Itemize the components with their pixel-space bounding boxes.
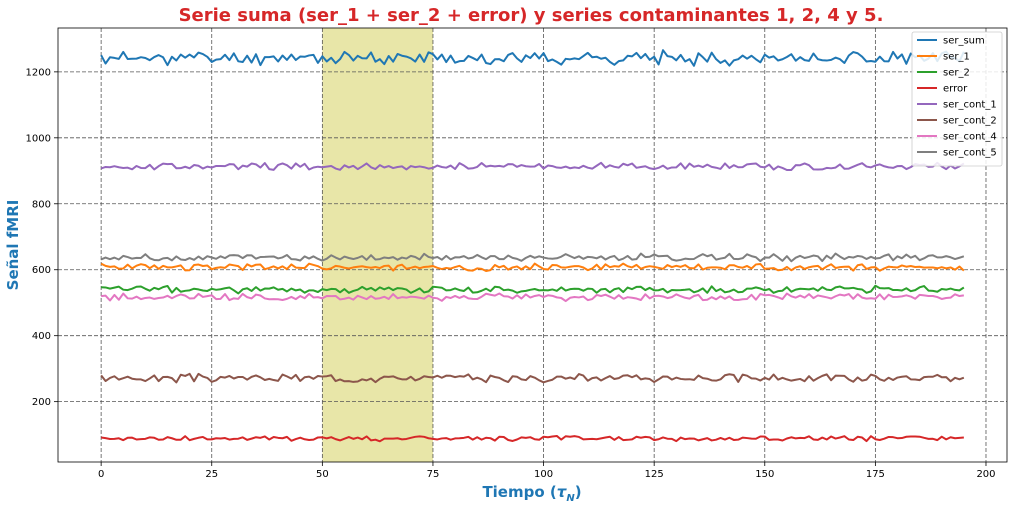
x-axis-label-close: )	[575, 483, 582, 501]
legend-label-ser_cont_1: ser_cont_1	[943, 100, 997, 111]
y-tick-label: 200	[32, 397, 51, 408]
legend-label-ser_cont_4: ser_cont_4	[943, 132, 997, 143]
y-tick-label: 1000	[26, 133, 51, 144]
axes-frame	[57, 27, 1008, 463]
x-tick-label: 200	[976, 469, 995, 480]
legend-label-ser_sum: ser_sum	[943, 36, 985, 47]
series-line-ser_cont_4	[101, 292, 965, 303]
legend-label-ser_cont_5: ser_cont_5	[943, 148, 997, 159]
highlight-span	[322, 28, 433, 462]
y-tick-label: 800	[32, 199, 51, 210]
series-line-ser_1	[100, 262, 965, 272]
x-tick-label: 125	[645, 469, 664, 480]
legend-label-ser_cont_2: ser_cont_2	[943, 116, 997, 127]
x-tick-label: 175	[866, 469, 885, 480]
plot-area: 0 25 50 75 100 125 150 175 200 200 400 600 800 1000 12…	[26, 27, 1008, 480]
plot-background	[58, 28, 1007, 462]
y-axis-label: Señal fMRI	[4, 200, 22, 291]
series-line-ser_cont_1	[100, 161, 965, 171]
x-axis-label-sub: N	[566, 493, 575, 504]
x-axis-label-tau: τ	[557, 483, 567, 501]
x-tick-label: 100	[534, 469, 553, 480]
series-line-ser_2	[101, 284, 965, 295]
x-tick-label: 0	[98, 469, 104, 480]
legend-label-ser_2: ser_2	[943, 68, 970, 79]
series-line-ser_sum	[100, 49, 965, 67]
x-tick-label: 50	[316, 469, 329, 480]
x-axis-label: Tiempo (τN)	[482, 483, 581, 504]
series-line-ser_cont_2	[100, 372, 965, 384]
x-tick-label: 150	[755, 469, 774, 480]
y-tick-label: 400	[32, 331, 51, 342]
legend-label-error: error	[943, 84, 968, 95]
y-tick-label: 1200	[26, 67, 51, 78]
series-line-ser_cont_5	[100, 252, 965, 263]
y-tick-label: 600	[32, 265, 51, 276]
x-axis-label-main: Tiempo (	[482, 483, 556, 501]
legend-box	[911, 31, 1003, 167]
legend-label-ser_1: ser_1	[943, 52, 970, 63]
series-line-error	[101, 434, 964, 443]
x-tick-label: 25	[205, 469, 218, 480]
chart-title: Serie suma (ser_1 + ser_2 + error) y ser…	[179, 5, 884, 26]
x-tick-label: 75	[427, 469, 440, 480]
